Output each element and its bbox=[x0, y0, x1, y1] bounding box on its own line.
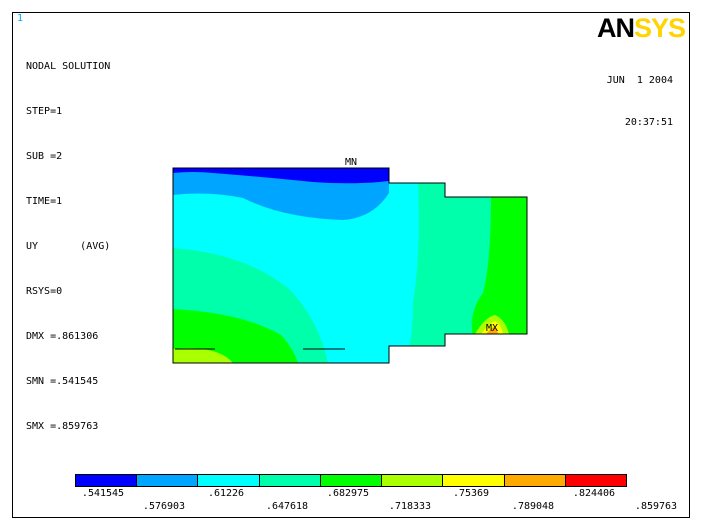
legend-swatch-6 bbox=[382, 475, 444, 486]
legend-tick: .789048 bbox=[511, 501, 555, 512]
legend-tick: .824406 bbox=[572, 488, 616, 499]
info-time: TIME=1 bbox=[26, 196, 63, 207]
band-c6-left bbox=[173, 348, 233, 363]
legend-tick: .859763 bbox=[634, 501, 678, 512]
legend-swatch-1 bbox=[76, 475, 138, 486]
info-smn: SMN =.541545 bbox=[26, 376, 99, 387]
model-outline bbox=[172, 167, 528, 364]
window-number: 1 bbox=[17, 13, 24, 24]
legend-swatch-9 bbox=[565, 475, 626, 486]
ansys-logo: ANSYS bbox=[596, 13, 686, 44]
legend-tick: .75369 bbox=[452, 488, 490, 499]
info-result: UY (AVG) bbox=[26, 241, 111, 252]
legend-tick: .541545 bbox=[81, 488, 125, 499]
logo-sys-text: SYS bbox=[633, 13, 686, 43]
legend-swatch-4 bbox=[259, 475, 321, 486]
band-c5-right bbox=[471, 197, 527, 338]
time-text: 20:37:51 bbox=[624, 117, 673, 128]
logo-an-text: AN bbox=[596, 13, 635, 43]
solution-info: NODAL SOLUTION STEP=1 SUB =2 TIME=1 UY (… bbox=[26, 29, 110, 464]
legend-tick: .576903 bbox=[142, 501, 186, 512]
band-c8-mx bbox=[486, 327, 498, 334]
info-sub: SUB =2 bbox=[26, 151, 63, 162]
legend-swatch-7 bbox=[443, 475, 505, 486]
color-legend-bar bbox=[75, 474, 627, 487]
timestamp: JUN 1 2004 20:37:51 bbox=[607, 46, 673, 158]
mn-label: MN bbox=[345, 157, 357, 168]
legend-tick: .647618 bbox=[265, 501, 309, 512]
info-rsys: RSYS=0 bbox=[26, 286, 63, 297]
info-smx: SMX =.859763 bbox=[26, 421, 99, 432]
legend-tick: .682975 bbox=[326, 488, 370, 499]
contour-bands bbox=[173, 168, 527, 363]
legend-tick: .61226 bbox=[207, 488, 245, 499]
info-title: NODAL SOLUTION bbox=[26, 61, 111, 72]
legend-swatch-8 bbox=[504, 475, 566, 486]
info-dmx: DMX =.861306 bbox=[26, 331, 99, 342]
legend-swatch-3 bbox=[198, 475, 260, 486]
legend-tick: .718333 bbox=[388, 501, 432, 512]
band-c7-mx bbox=[481, 321, 503, 334]
band-c1 bbox=[173, 168, 389, 184]
contour-plot: MN MX bbox=[172, 157, 528, 364]
date-text: JUN 1 2004 bbox=[606, 75, 673, 86]
legend-swatch-2 bbox=[137, 475, 199, 486]
info-step: STEP=1 bbox=[26, 106, 63, 117]
legend-swatch-5 bbox=[320, 475, 383, 486]
mx-label: MX bbox=[486, 323, 498, 334]
graphics-window[interactable]: 1 NODAL SOLUTION STEP=1 SUB =2 TIME=1 UY… bbox=[12, 12, 690, 518]
